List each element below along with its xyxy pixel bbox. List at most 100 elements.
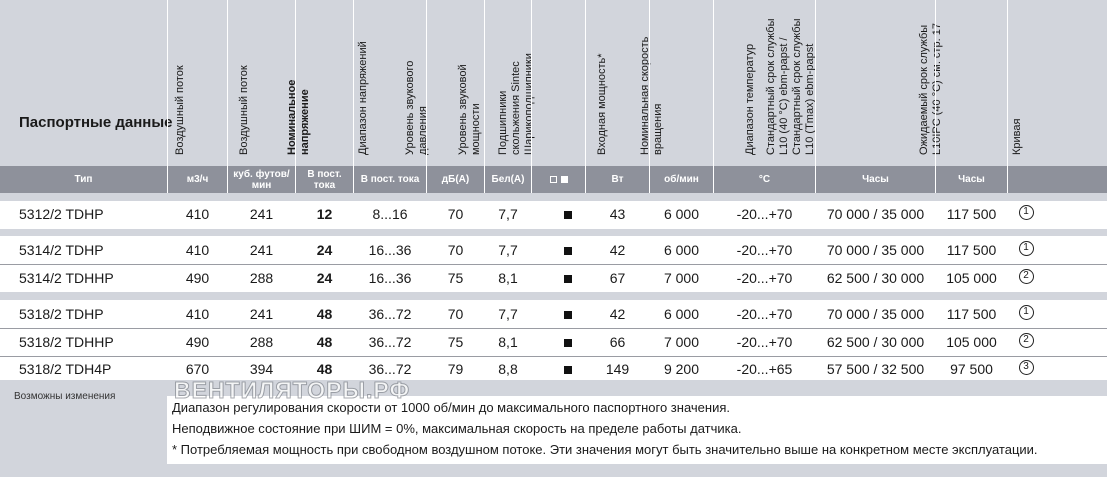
cell-curve: 1 [1008,298,1044,326]
unit-bearing-symbols [532,166,585,193]
col-divider [815,0,816,193]
cell-sound-power: 7,7 [498,306,518,322]
cell-bearing [532,301,604,329]
cell-service-life: 70 000 / 35 000 [826,206,925,222]
cell-bearing [532,356,604,384]
cell-service-life: 57 500 / 32 500 [826,361,925,377]
cell-expected-life: 117 500 [946,306,997,322]
units-band [0,166,1107,193]
cell-airflow-cfm: 241 [249,242,274,258]
cell-curve: 2 [1008,262,1044,290]
unit-power: Вт [611,174,624,185]
cell-service-life: 70 000 / 35 000 [826,306,925,322]
unit-voltage: В пост. тока [307,168,342,191]
cell-type: 5312/2 TDHP [19,206,104,222]
cell-airflow-m3: 490 [185,270,210,286]
cell-speed: 6 000 [663,306,700,322]
cell-voltage-range: 16...36 [368,270,412,286]
cell-airflow-cfm: 394 [249,361,274,377]
header-band [0,0,1107,166]
cell-airflow-m3: 670 [185,361,210,377]
cell-sound-power: 8,8 [498,361,518,377]
curve-number-badge: 1 [1018,204,1034,220]
ball-bearing-mark [564,311,572,319]
cell-temperature: -20...+70 [736,270,793,286]
cell-expected-life: 105 000 [946,270,997,286]
col-divider [649,0,650,193]
cell-voltage: 48 [316,306,333,322]
changes-notice: Возможны изменения [14,391,116,402]
cell-speed: 6 000 [663,242,700,258]
cell-speed: 6 000 [663,206,700,222]
cell-type: 5314/2 TDHHP [19,270,114,286]
cell-temperature: -20...+70 [736,306,793,322]
unit-voltage-range: В пост. тока [360,174,420,185]
cell-voltage-range: 36...72 [368,306,412,322]
cell-sound-power: 7,7 [498,206,518,222]
cell-type: 5318/2 TDHP [19,306,104,322]
col-divider [426,0,427,193]
cell-bearing [532,265,604,293]
group-gap [0,229,1107,236]
cell-curve: 2 [1008,326,1044,354]
cell-power: 66 [609,334,626,350]
cell-airflow-cfm: 241 [249,206,274,222]
row-separator [0,328,1107,329]
cell-voltage: 12 [316,206,333,222]
group-gap [0,292,1107,300]
cell-sound-pressure: 70 [447,306,464,322]
cell-power: 43 [609,206,626,222]
cell-expected-life: 117 500 [946,206,997,222]
footnote-power: * Потребляемая мощность при свободном во… [172,442,1038,457]
group-gap [0,193,1107,201]
col-divider [935,0,936,193]
cell-temperature: -20...+70 [736,334,793,350]
unit-service-life: Часы [862,174,889,185]
ball-bearing-mark [564,339,572,347]
cell-airflow-m3: 410 [185,242,210,258]
unit-temperature: °C [758,174,771,185]
cell-expected-life: 117 500 [946,242,997,258]
cell-power: 149 [605,361,630,377]
cell-curve: 1 [1008,234,1044,262]
col-divider [713,0,714,193]
cell-voltage-range: 16...36 [368,242,412,258]
cell-power: 42 [609,242,626,258]
cell-voltage: 48 [316,334,333,350]
cell-sound-pressure: 70 [447,242,464,258]
cell-airflow-cfm: 288 [249,334,274,350]
cell-speed: 7 000 [663,334,700,350]
cell-airflow-m3: 490 [185,334,210,350]
curve-number-badge: 3 [1018,359,1034,375]
curve-number-badge: 1 [1018,304,1034,320]
cell-temperature: -20...+65 [736,361,793,377]
cell-bearing [532,201,604,229]
cell-sound-pressure: 79 [447,361,464,377]
unit-sound-power: Бел(А) [491,174,525,185]
cell-power: 42 [609,306,626,322]
cell-service-life: 62 500 / 30 000 [826,334,925,350]
cell-voltage-range: 36...72 [368,334,412,350]
cell-voltage-range: 8...16 [372,206,408,222]
cell-voltage: 24 [316,242,333,258]
footnote-pwm: Неподвижное состояние при ШИМ = 0%, макс… [172,421,742,436]
table-title: Паспортные данные [19,114,173,131]
ball-bearing-symbol [560,176,568,183]
cell-airflow-cfm: 288 [249,270,274,286]
cell-airflow-cfm: 241 [249,306,274,322]
col-divider [353,0,354,193]
unit-airflow-m3: м3/ч [186,174,209,185]
ball-bearing-mark [564,247,572,255]
footnote-speed-range: Диапазон регулирования скорости от 1000 … [172,400,730,415]
col-divider [531,0,532,193]
unit-type: Тип [74,174,93,185]
footer-notes-box [167,396,1107,464]
unit-expected-life: Часы [958,174,985,185]
cell-airflow-m3: 410 [185,306,210,322]
watermark-logo: ВЕНТИЛЯТОРЫ.РФ [173,377,411,404]
cell-power: 67 [609,270,626,286]
curve-number-badge: 1 [1018,240,1034,256]
col-divider [1007,0,1008,193]
unit-sound-pressure: дБ(А) [441,174,470,185]
